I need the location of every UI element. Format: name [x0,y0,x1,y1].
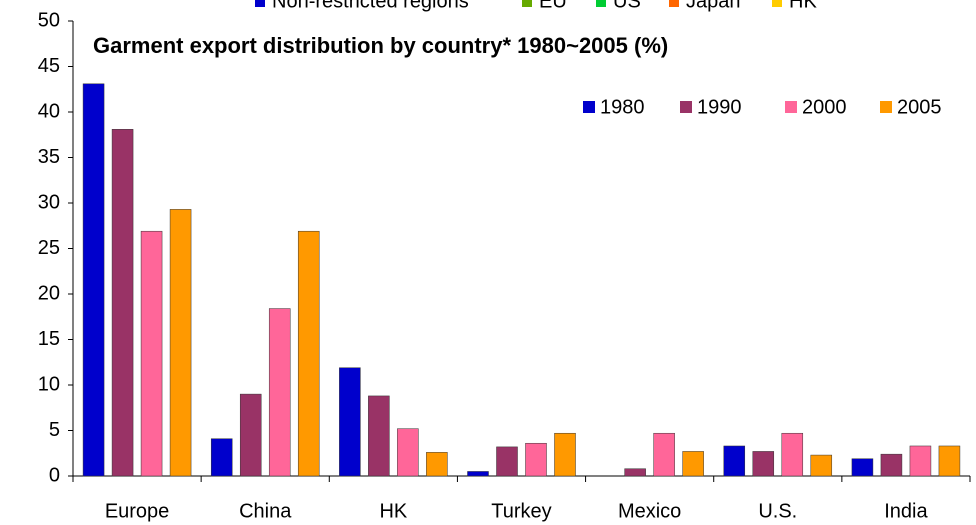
bar [682,451,704,477]
bar [624,468,646,477]
legend-swatch [680,101,692,113]
bar [496,446,518,477]
bar [339,367,361,477]
y-tick-label: 15 [38,328,60,350]
y-tick-label: 35 [38,146,60,168]
x-tick-label: China [239,500,292,522]
legend-label: Non-restricted regions [272,0,469,12]
bar [752,451,775,477]
bar [880,453,903,477]
legend-swatch [522,0,532,7]
x-tick-label: HK [379,500,407,522]
y-tick-label: 5 [49,419,60,441]
y-tick-label: 0 [49,464,60,486]
legend-label: US [613,0,641,12]
bar [653,432,675,477]
bar [82,83,105,477]
legend-swatch [880,101,892,113]
legend-label: 1990 [697,96,742,118]
legend-label: EU [539,0,567,12]
x-tick-label: Turkey [491,500,551,522]
bar [111,129,134,477]
bar [368,395,390,477]
bar [525,442,547,477]
legend-label: 2005 [897,96,942,118]
bar [297,230,320,477]
bar [239,393,262,477]
legend-swatch [785,101,797,113]
legend-label: Japan [686,0,741,12]
y-tick-label: 10 [38,373,60,395]
y-tick-label: 50 [38,9,60,31]
y-tick-label: 30 [38,191,60,213]
legend-swatch [583,101,595,113]
bar [169,209,192,477]
y-tick-label: 45 [38,55,60,77]
bar [909,445,932,477]
bar [810,454,833,477]
legend-label: 1980 [600,96,645,118]
legend-swatch [772,0,782,7]
legend-swatch [596,0,606,7]
legend-swatch [669,0,679,7]
bar [397,428,419,477]
legend-label: 2000 [802,96,847,118]
bar [140,230,163,477]
chart-title: Garment export distribution by country* … [93,33,668,58]
y-tick-label: 40 [38,100,60,122]
bar [210,438,233,477]
bar [554,432,576,477]
x-tick-label: India [884,500,928,522]
legend-label: HK [789,0,817,12]
legend-swatch [255,0,265,7]
bar [781,432,804,477]
bar [938,445,961,477]
x-tick-label: Europe [105,500,170,522]
bar [851,458,874,477]
y-tick-label: 20 [38,282,60,304]
x-tick-label: U.S. [758,500,797,522]
bar [268,308,291,477]
y-tick-label: 25 [38,237,60,259]
bar [467,471,489,477]
x-tick-label: Mexico [618,500,681,522]
bar [723,445,746,477]
bar [426,452,448,477]
